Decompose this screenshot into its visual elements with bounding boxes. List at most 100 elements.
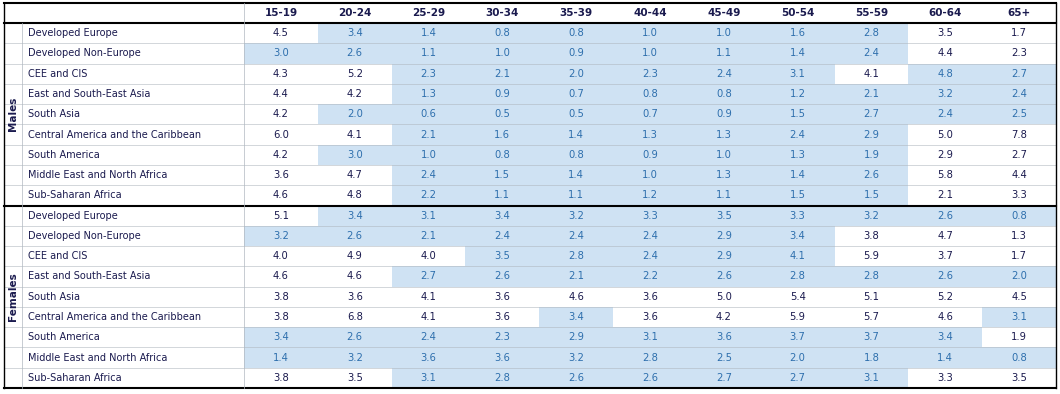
Bar: [318, 206, 391, 226]
Bar: [244, 165, 318, 185]
Text: Central America and the Caribbean: Central America and the Caribbean: [28, 312, 201, 322]
Bar: [834, 104, 908, 125]
Text: 3.0: 3.0: [347, 150, 363, 160]
Bar: [465, 63, 540, 84]
Text: 2.6: 2.6: [937, 271, 953, 281]
Bar: [761, 104, 834, 125]
Text: 4.7: 4.7: [347, 170, 363, 180]
Text: 1.4: 1.4: [790, 170, 806, 180]
Bar: [983, 23, 1056, 43]
Text: 5.8: 5.8: [937, 170, 953, 180]
Bar: [244, 307, 318, 327]
Bar: [834, 286, 908, 307]
Bar: [391, 104, 465, 125]
Text: East and South-East Asia: East and South-East Asia: [28, 89, 151, 99]
Text: 2.5: 2.5: [716, 353, 731, 362]
Bar: [908, 185, 983, 206]
Bar: [318, 165, 391, 185]
Bar: [983, 266, 1056, 286]
Bar: [613, 165, 687, 185]
Bar: [761, 246, 834, 266]
Bar: [465, 348, 540, 368]
Text: 5.7: 5.7: [864, 312, 880, 322]
Text: 3.7: 3.7: [790, 332, 806, 342]
Bar: [540, 185, 613, 206]
Bar: [613, 266, 687, 286]
Text: 3.6: 3.6: [642, 312, 658, 322]
Text: 55-59: 55-59: [855, 8, 888, 18]
Bar: [22, 104, 244, 125]
Text: 1.2: 1.2: [790, 89, 806, 99]
Text: 3.6: 3.6: [494, 353, 510, 362]
Bar: [391, 84, 465, 104]
Text: 4.1: 4.1: [347, 130, 363, 139]
Text: 3.2: 3.2: [273, 231, 288, 241]
Bar: [391, 63, 465, 84]
Text: 3.0: 3.0: [273, 48, 288, 58]
Text: 30-34: 30-34: [485, 8, 519, 18]
Text: Developed Europe: Developed Europe: [28, 211, 118, 221]
Bar: [834, 145, 908, 165]
Text: 2.4: 2.4: [568, 231, 584, 241]
Bar: [540, 226, 613, 246]
Bar: [613, 348, 687, 368]
Bar: [613, 307, 687, 327]
Text: 0.8: 0.8: [1011, 353, 1027, 362]
Bar: [687, 226, 761, 246]
Text: 1.3: 1.3: [716, 130, 731, 139]
Text: 5.4: 5.4: [790, 292, 806, 302]
Bar: [22, 84, 244, 104]
Text: 2.4: 2.4: [937, 109, 953, 119]
Bar: [22, 286, 244, 307]
Text: 3.6: 3.6: [494, 312, 510, 322]
Text: 2.9: 2.9: [568, 332, 584, 342]
Text: Middle East and North Africa: Middle East and North Africa: [28, 353, 167, 362]
Bar: [983, 226, 1056, 246]
Text: 2.1: 2.1: [421, 130, 437, 139]
Text: 3.1: 3.1: [642, 332, 658, 342]
Text: 4.3: 4.3: [273, 69, 288, 79]
Text: 2.7: 2.7: [1011, 150, 1027, 160]
Text: 3.6: 3.6: [347, 292, 363, 302]
Bar: [22, 266, 244, 286]
Bar: [834, 266, 908, 286]
Text: 1.4: 1.4: [273, 353, 288, 362]
Bar: [687, 104, 761, 125]
Bar: [687, 125, 761, 145]
Text: Sub-Saharan Africa: Sub-Saharan Africa: [28, 373, 122, 383]
Text: 20-24: 20-24: [338, 8, 371, 18]
Text: South America: South America: [28, 332, 100, 342]
Bar: [391, 206, 465, 226]
Text: 2.8: 2.8: [864, 28, 880, 38]
Bar: [908, 327, 983, 348]
Bar: [613, 125, 687, 145]
Text: 3.4: 3.4: [347, 28, 363, 38]
Bar: [613, 84, 687, 104]
Text: 1.4: 1.4: [568, 170, 584, 180]
Text: 4.1: 4.1: [421, 292, 437, 302]
Bar: [4, 3, 1056, 23]
Text: 2.4: 2.4: [494, 231, 510, 241]
Text: 1.4: 1.4: [790, 48, 806, 58]
Bar: [244, 125, 318, 145]
Text: 2.7: 2.7: [1011, 69, 1027, 79]
Text: 3.7: 3.7: [864, 332, 880, 342]
Bar: [687, 327, 761, 348]
Bar: [391, 165, 465, 185]
Bar: [687, 43, 761, 63]
Text: 3.2: 3.2: [864, 211, 880, 221]
Bar: [540, 327, 613, 348]
Bar: [761, 23, 834, 43]
Text: 1.5: 1.5: [864, 190, 880, 201]
Bar: [613, 286, 687, 307]
Text: 40-44: 40-44: [633, 8, 667, 18]
Bar: [908, 286, 983, 307]
Text: 7.8: 7.8: [1011, 130, 1027, 139]
Bar: [761, 125, 834, 145]
Bar: [244, 368, 318, 388]
Text: 3.3: 3.3: [937, 373, 953, 383]
Text: 6.0: 6.0: [273, 130, 288, 139]
Bar: [834, 368, 908, 388]
Bar: [540, 84, 613, 104]
Text: 2.6: 2.6: [347, 332, 363, 342]
